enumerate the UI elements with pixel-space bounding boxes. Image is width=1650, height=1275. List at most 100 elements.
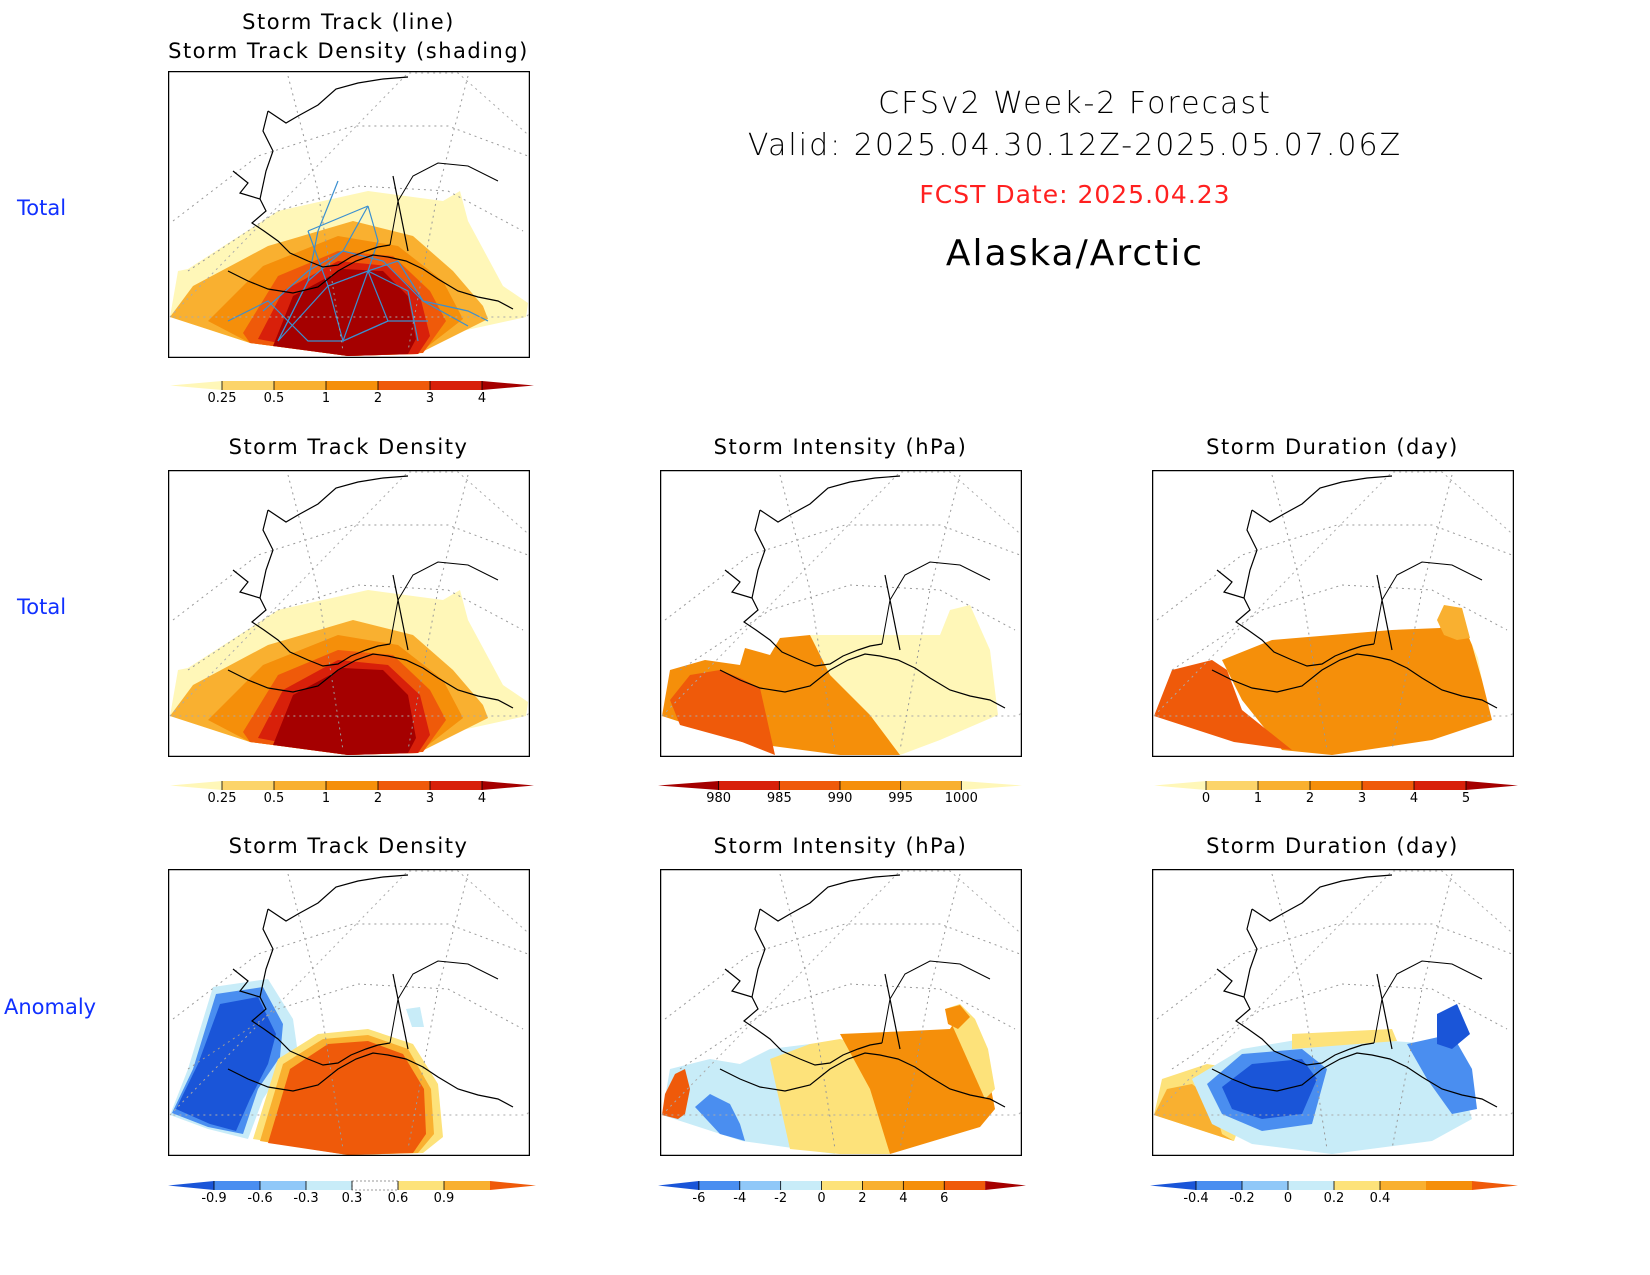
map-frame <box>168 869 530 1156</box>
colorbar-label: 1000 <box>945 791 978 806</box>
colorbar-swatch <box>1472 1181 1518 1190</box>
colorbar-swatch <box>1154 781 1206 790</box>
colorbar-label: 6 <box>940 1191 948 1206</box>
graticule-line <box>187 584 524 671</box>
map-frame <box>168 71 530 358</box>
colorbar-label: -6 <box>692 1191 705 1206</box>
panel6-title: Storm Intensity (hPa) <box>713 834 968 858</box>
border-line <box>1376 973 1393 1050</box>
colorbar-label: 0.25 <box>208 391 237 406</box>
coastline <box>259 509 274 599</box>
shaded-region <box>268 1041 426 1155</box>
colorbar-label: 1 <box>1254 791 1262 806</box>
colorbar-label: 0 <box>817 1191 825 1206</box>
colorbar-label: 0 <box>1202 791 1210 806</box>
colorbar-label: 995 <box>888 791 913 806</box>
colorbar-label: 4 <box>478 791 486 806</box>
colorbar-swatch <box>222 381 274 390</box>
border-line <box>392 574 409 651</box>
colorbar-label: 980 <box>706 791 731 806</box>
map-frame <box>1152 869 1514 1156</box>
colorbar-swatch <box>961 781 1022 790</box>
colorbar-swatch <box>430 381 482 390</box>
colorbar-swatch <box>1362 781 1414 790</box>
colorbar-label: -2 <box>774 1191 787 1206</box>
coastline <box>724 968 883 1066</box>
colorbar-swatch <box>739 1181 781 1190</box>
colorbar-swatch <box>1150 1181 1196 1190</box>
colorbar-swatch <box>326 781 378 790</box>
coastline <box>719 653 1006 709</box>
graticule-line <box>1171 584 1508 671</box>
coastline <box>881 960 991 1044</box>
shaded-region <box>1222 610 1492 755</box>
map-frame <box>1152 470 1514 757</box>
graticule-line <box>172 125 529 222</box>
coastline <box>1211 1052 1498 1108</box>
map-frame <box>168 470 530 757</box>
graticule-line <box>187 983 524 1070</box>
colorbar-label: 1 <box>322 791 330 806</box>
colorbar-swatch <box>326 381 378 390</box>
colorbar-label: 0.2 <box>1324 1191 1345 1206</box>
colorbar-swatch <box>170 381 222 390</box>
graticule-line <box>187 185 524 272</box>
colorbar-label: 0 <box>1284 1191 1292 1206</box>
coastline <box>1216 569 1375 667</box>
colorbar-swatch <box>779 781 840 790</box>
border-line <box>392 973 409 1050</box>
row-label-total-2: Total <box>17 595 67 619</box>
colorbar-label: 4 <box>899 1191 907 1206</box>
panel4-title: Storm Duration (day) <box>1206 435 1459 459</box>
colorbar-swatch <box>840 781 901 790</box>
colorbar-label: 0.5 <box>264 791 285 806</box>
shaded-region <box>406 1007 424 1027</box>
coastline <box>227 254 514 310</box>
colorbar-swatch <box>900 781 962 790</box>
map-panel-duration-anomaly <box>1152 869 1514 1156</box>
colorbar-intensity: 980 985 990 995 1000 <box>658 781 1022 806</box>
colorbar-swatch <box>482 381 534 390</box>
colorbar-swatch <box>1310 781 1362 790</box>
graticule-line <box>664 524 1021 621</box>
storm-track-line <box>307 205 369 232</box>
coastline <box>259 110 274 200</box>
map-frame <box>660 869 1022 1156</box>
graticule-line <box>664 923 1021 1020</box>
colorbar-swatch <box>168 1181 214 1190</box>
panel1-title-line1: Storm Track (line) <box>242 10 455 34</box>
shaded-region <box>670 670 775 755</box>
colorbar-swatch <box>490 1181 536 1190</box>
border-line <box>392 175 409 252</box>
storm-track-line <box>307 205 369 282</box>
shaded-region <box>695 1094 745 1141</box>
coastline <box>751 509 766 599</box>
shaded-region <box>1154 1084 1234 1141</box>
colorbar-swatch <box>398 1181 444 1190</box>
panel5-title: Storm Track Density <box>228 834 469 858</box>
colorbar-label: 4 <box>478 391 486 406</box>
colorbar-swatch <box>444 1181 490 1190</box>
colorbar-duration-anomaly: -0.4 -0.2 0 0.2 0.4 <box>1150 1181 1518 1206</box>
shaded-region <box>662 1069 690 1119</box>
coastline <box>1251 874 1393 922</box>
graticule-line <box>1171 983 1508 1070</box>
map-panel-density-anomaly <box>168 869 530 1156</box>
coastline <box>759 475 901 523</box>
colorbar-swatch <box>821 1181 863 1190</box>
colorbar-label: -0.6 <box>247 1191 272 1206</box>
panel7-title: Storm Duration (day) <box>1206 834 1459 858</box>
colorbar-swatch <box>1426 1181 1472 1190</box>
storm-track-line <box>262 250 469 327</box>
colorbar-swatch <box>658 781 719 790</box>
colorbar-swatch <box>378 781 430 790</box>
shaded-region <box>1437 1004 1470 1049</box>
coastline <box>227 1052 514 1108</box>
colorbar-swatch <box>260 1181 306 1190</box>
panel3-title: Storm Intensity (hPa) <box>713 435 968 459</box>
colorbar-swatch <box>430 781 482 790</box>
colorbar-swatch <box>214 1181 260 1190</box>
colorbar-swatch <box>482 781 534 790</box>
colorbar-swatch <box>658 1181 699 1190</box>
colorbar-swatch <box>862 1181 904 1190</box>
